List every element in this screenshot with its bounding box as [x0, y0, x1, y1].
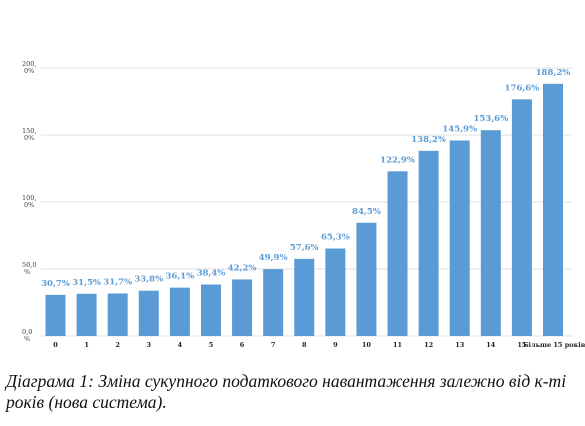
- bar-9: [325, 248, 346, 336]
- data-label: 188,2%: [536, 68, 571, 78]
- bar-4: [169, 287, 190, 336]
- data-label: 36,1%: [165, 272, 194, 282]
- y-tick-label: 50,0: [22, 261, 36, 269]
- x-tick-label: 10: [362, 341, 372, 349]
- data-label: 153,6%: [473, 114, 508, 124]
- data-labels: 30,7% 31,5% 31,7% 33,8% 36,1% 38,4%42,2%49,9%…: [41, 68, 570, 289]
- data-label: 145,9%: [442, 124, 477, 134]
- x-tick-label: 4: [178, 341, 183, 349]
- x-tick-label: 11: [393, 341, 402, 349]
- y-tick-label-suffix: 0%: [24, 134, 34, 142]
- y-tick-label-suffix: %: [24, 335, 30, 343]
- x-tick-label: 6: [240, 341, 245, 349]
- bar-0: [45, 294, 66, 336]
- x-tick-label: 13: [455, 341, 465, 349]
- bar-14: [480, 130, 501, 336]
- y-axis-ticks: 0,0%50,0%100,0%150,0%200,0%: [22, 60, 36, 343]
- data-label: 38,4%: [197, 269, 226, 279]
- bar-15: [511, 99, 532, 336]
- bar-Більше 15 років: [543, 83, 563, 336]
- bars: [45, 83, 563, 336]
- bar-5: [200, 284, 221, 336]
- x-tick-label: 15: [517, 341, 527, 349]
- bar-3: [138, 290, 159, 336]
- y-tick-label: 0,0: [22, 328, 32, 336]
- x-tick-label: 14: [486, 341, 496, 349]
- bar-13: [449, 140, 470, 336]
- data-label: 176,6%: [505, 83, 540, 93]
- data-label: 31,7%: [103, 278, 132, 288]
- bar-2: [107, 293, 128, 336]
- x-tick-label: 9: [333, 341, 338, 349]
- bar-8: [294, 258, 315, 336]
- bar-11: [387, 171, 408, 336]
- data-label: 57,6%: [290, 243, 319, 253]
- x-tick-label: 5: [209, 341, 214, 349]
- y-tick-label-suffix: 0%: [24, 201, 34, 209]
- x-tick-label: 0: [53, 341, 58, 349]
- y-tick-label-suffix: %: [24, 268, 30, 276]
- bar-12: [418, 150, 439, 336]
- data-label: 65,3%: [321, 232, 350, 242]
- x-tick-label: 7: [271, 341, 276, 349]
- x-tick-label: 1: [84, 341, 89, 349]
- data-label: 84,5%: [352, 207, 381, 217]
- data-label: 33,8%: [134, 275, 163, 285]
- y-tick-label: 100,: [22, 194, 36, 202]
- bar-10: [356, 222, 377, 336]
- chart-caption: Діаграма 1: Зміна сукупного податкового …: [6, 371, 567, 412]
- x-tick-label: 8: [302, 341, 307, 349]
- chart-container: 0,0% 50,0% 100, 0% 150, 0% 200, 0% 30,7% 31,5% 31…: [22, 60, 585, 349]
- x-tick-label: Більше 15 років: [523, 341, 585, 349]
- data-label: 31,5%: [72, 278, 101, 288]
- y-tick-label: 200,: [22, 60, 36, 68]
- bar-6: [232, 279, 253, 336]
- bar-7: [263, 269, 284, 336]
- data-label: 122,9%: [380, 155, 415, 165]
- data-label: 49,9%: [259, 253, 288, 263]
- x-tick-label: 12: [424, 341, 433, 349]
- data-label: 30,7%: [41, 279, 70, 289]
- bar-chart: 0,0%50,0%100,0%150,0%200,0% 30,7% 31,5% 31…: [22, 60, 585, 349]
- y-tick-label: 150,: [22, 127, 36, 135]
- data-label: 42,2%: [228, 263, 257, 273]
- x-tick-label: 2: [115, 341, 120, 349]
- x-tick-label: 3: [147, 341, 152, 349]
- bar-1: [76, 293, 97, 336]
- y-tick-label-suffix: 0%: [24, 67, 34, 75]
- data-label: 138,2%: [411, 135, 446, 145]
